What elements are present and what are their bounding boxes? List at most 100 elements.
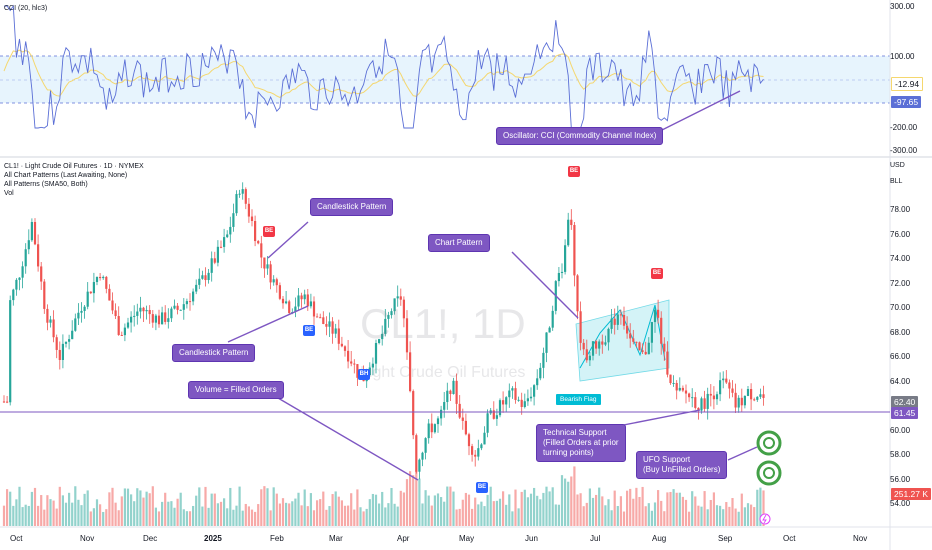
volume-bar <box>176 498 179 526</box>
volume-bar <box>526 497 529 526</box>
callout-chart-pattern[interactable]: Chart Pattern <box>428 234 490 252</box>
volume-bar <box>542 492 545 526</box>
volume-bar <box>560 475 564 526</box>
bullish-engulfing-marker[interactable]: BE <box>303 325 315 336</box>
callout-oscillator[interactable]: Oscillator: CCI (Commodity Channel Index… <box>496 127 664 145</box>
volume-bar <box>498 498 502 526</box>
candle-body <box>449 390 452 395</box>
volume-bar <box>68 492 71 526</box>
candle-body <box>697 407 700 411</box>
volume-bar <box>139 490 142 526</box>
volume-bar <box>263 486 266 526</box>
volume-bar <box>331 494 334 526</box>
candle-body <box>722 378 725 381</box>
volume-bar <box>613 490 616 526</box>
candle-body <box>412 391 415 436</box>
candle-body <box>148 309 151 315</box>
candle-body <box>396 296 399 299</box>
volume-bar <box>179 492 182 526</box>
volume-bar <box>182 509 185 526</box>
volume-bar <box>343 505 347 526</box>
callout-candlestick-top[interactable]: Candlestick Pattern <box>310 198 394 216</box>
bullish-engulfing-marker[interactable]: BE <box>476 482 488 493</box>
volume-bar <box>582 506 585 526</box>
volume-bar <box>384 507 387 526</box>
volume-bar <box>257 504 260 526</box>
main-legend[interactable]: CL1! · Light Crude Oil Futures · 1D · NY… <box>4 162 144 198</box>
volume-bar <box>126 488 130 526</box>
volume-bar <box>27 505 30 526</box>
candle-body <box>68 339 71 342</box>
bearish-flag-label[interactable]: Bearish Flag <box>556 394 601 405</box>
alert-bolt-icon <box>762 514 767 524</box>
bearish-engulfing-marker[interactable]: BE <box>263 226 275 237</box>
candle-body <box>195 284 198 292</box>
volume-bar <box>731 498 734 526</box>
volume-bar <box>712 492 715 526</box>
candle-body <box>421 452 424 460</box>
candle-body <box>86 291 89 307</box>
cci-ma-value-tag: -12.94 <box>891 77 924 91</box>
candle-body <box>684 390 688 394</box>
volume-bar <box>647 503 650 526</box>
candle-body <box>167 318 170 322</box>
currency-label[interactable]: USD <box>890 162 905 169</box>
candle-body <box>356 364 359 378</box>
candle-body <box>694 397 697 408</box>
candle-body <box>595 341 598 349</box>
callout-candlestick-bottom[interactable]: Candlestick Pattern <box>172 344 256 362</box>
volume-bar <box>216 503 219 526</box>
legend-chart-patterns[interactable]: All Chart Patterns (Last Awaiting, None) <box>4 172 128 179</box>
volume-bar <box>322 491 325 526</box>
volume-bar <box>672 489 675 526</box>
price-candles <box>2 182 765 480</box>
volume-bar <box>43 509 46 526</box>
candle-body <box>508 390 511 398</box>
candle-body <box>210 258 213 273</box>
bearish-engulfing-marker[interactable]: BE <box>568 166 580 177</box>
volume-bar <box>312 510 316 526</box>
candle-body <box>241 189 244 194</box>
time-axis-label: Oct <box>10 534 23 543</box>
unit-label[interactable]: BLL <box>890 178 903 185</box>
volume-bar <box>371 493 374 526</box>
bearish-flag-channel[interactable] <box>575 299 670 382</box>
legend-patterns[interactable]: All Patterns (SMA50, Both) <box>4 181 88 188</box>
legend-volume[interactable]: Vol <box>4 190 14 197</box>
volume-bar <box>650 510 653 526</box>
candle-body <box>334 328 337 334</box>
callout-ufo-support[interactable]: UFO Support (Buy UnFilled Orders) <box>636 451 728 479</box>
candle-body <box>576 275 579 312</box>
volume-bar <box>455 509 458 526</box>
candle-body <box>477 448 480 457</box>
volume-bar <box>95 499 99 526</box>
candle-body <box>232 213 235 227</box>
volume-bar <box>204 486 207 526</box>
cci-legend[interactable]: CCI (20, hlc3) <box>4 5 48 12</box>
candle-body <box>539 367 542 379</box>
volume-bar <box>219 501 223 526</box>
volume-bar <box>737 511 740 526</box>
volume-bar <box>285 502 288 526</box>
volume-bar <box>409 471 412 526</box>
time-axis-label: Dec <box>143 534 158 543</box>
callout-volume[interactable]: Volume = Filled Orders <box>188 381 284 399</box>
price-scale-label: 54.00 <box>890 499 911 508</box>
volume-bar <box>418 478 421 526</box>
volume-bar <box>486 494 489 526</box>
bearish-engulfing-marker[interactable]: BE <box>651 268 663 279</box>
candle-body <box>80 310 83 313</box>
alert-icon[interactable] <box>759 513 771 525</box>
candle-body <box>452 380 455 395</box>
volume-bar <box>136 488 139 526</box>
bullish-harami-marker[interactable]: BH <box>358 369 370 380</box>
watermark-symbol: CL1!, 1D <box>360 300 526 347</box>
legend-symbol[interactable]: CL1! · Light Crude Oil Futures · 1D · NY… <box>4 163 144 170</box>
volume-bar <box>706 509 709 526</box>
volume-bar <box>427 495 430 526</box>
callout-technical-support[interactable]: Technical Support (Filled Orders at prio… <box>536 424 626 462</box>
volume-bar <box>83 493 86 526</box>
price-scale-label: 60.00 <box>890 426 911 435</box>
